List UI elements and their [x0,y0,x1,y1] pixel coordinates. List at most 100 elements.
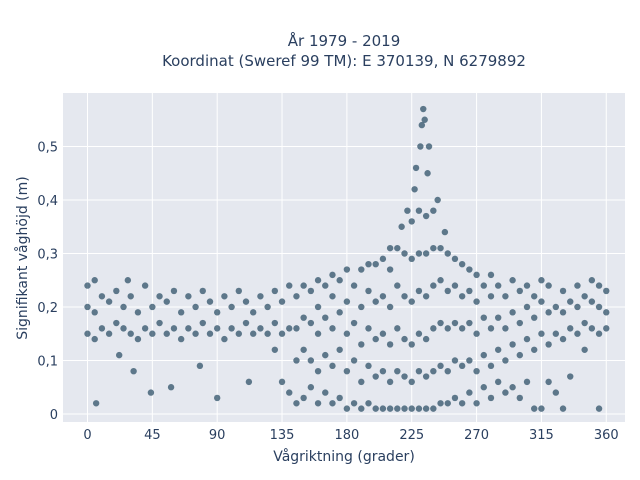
data-point [358,405,365,412]
data-point [113,319,120,327]
data-point [365,260,372,268]
data-point [293,400,300,407]
data-point [358,303,365,311]
data-point [473,271,480,279]
data-point [567,373,574,380]
data-point [394,282,401,289]
data-point [365,362,372,370]
data-point [430,367,437,375]
data-point [322,389,329,396]
data-point [350,400,358,407]
data-point [199,319,206,327]
data-point [314,367,322,375]
data-point [552,330,560,337]
data-point [163,298,170,305]
data-point [286,389,293,396]
x-tick-label: 45 [144,428,161,443]
data-point [415,367,423,375]
data-point [314,330,322,337]
data-point [228,303,235,311]
data-point [398,223,405,230]
data-point [509,341,516,348]
data-point [163,330,170,337]
chart-title: År 1979 - 2019 [288,31,401,50]
data-point [574,282,581,289]
data-point [379,255,387,263]
data-point [494,378,502,386]
data-point [422,293,430,300]
data-point [487,394,495,402]
data-point [466,319,473,327]
data-point [595,303,603,311]
data-point [559,309,567,316]
data-point [401,373,408,380]
data-point [235,330,243,337]
data-point [307,357,315,364]
data-point [538,330,545,337]
data-point [430,244,437,252]
data-point [167,384,175,391]
data-point [473,298,480,305]
data-point [185,293,192,300]
data-point [595,330,603,337]
data-point [559,335,567,343]
data-point [567,298,574,305]
data-point [411,186,418,193]
data-point [314,277,322,284]
data-point [509,384,516,391]
data-point [408,255,415,263]
data-point [408,218,415,225]
data-point [386,244,394,252]
data-point [105,330,113,337]
data-point [98,325,106,332]
data-point [365,400,372,407]
data-point [300,282,307,289]
data-point [581,293,588,300]
data-point [156,319,163,327]
y-axis-title: Signifikant våghöjd (m) [14,176,31,339]
data-point [286,325,293,332]
data-point [199,287,206,295]
data-point [278,330,286,337]
data-point [603,309,610,316]
data-point [473,400,480,407]
data-point [581,346,588,353]
data-point [170,325,178,332]
data-point [250,309,257,316]
data-point [538,277,545,284]
data-point [595,405,603,412]
data-point [365,325,372,332]
data-point [494,346,502,353]
data-point [422,212,430,220]
data-point [293,293,300,300]
data-point [574,330,581,337]
data-point [257,325,264,332]
data-point [300,314,307,321]
data-point [581,319,588,327]
data-point [329,325,336,332]
data-point [523,378,531,386]
data-point [415,250,423,257]
data-point [451,357,459,364]
data-point [422,373,430,380]
data-point [250,330,257,337]
data-point [401,335,408,343]
data-point [213,394,221,402]
data-point [91,335,98,343]
data-point [473,330,480,337]
data-points [84,105,610,412]
data-point [466,287,473,295]
data-point [127,330,134,337]
data-point [538,298,545,305]
data-point [343,330,351,337]
data-point [545,378,552,386]
data-point [421,116,428,123]
data-point [177,335,185,343]
data-point [322,282,329,289]
data-point [574,303,581,311]
data-point [437,362,444,370]
data-point [386,266,394,273]
data-point [444,400,451,407]
data-point [147,389,155,396]
data-point [567,325,574,332]
